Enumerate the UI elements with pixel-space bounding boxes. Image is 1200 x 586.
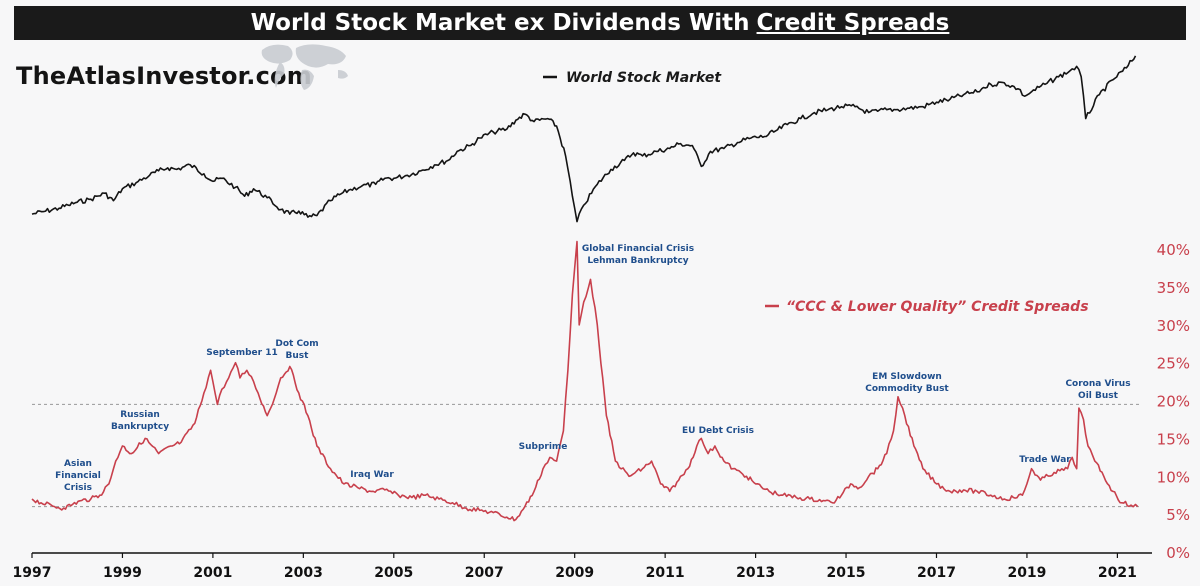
annotation-line: Asian (64, 459, 92, 469)
annotations: Asian Financial Crisis Russian Bankruptcy Sep… (55, 244, 1130, 493)
annotation-line: Oil Bust (1078, 391, 1119, 401)
annotation-3: Dot Com Bust (275, 339, 318, 361)
x-axis: 1997 1999 2001 2003 2005 2007 2009 2011 2013 2015… (13, 552, 1152, 581)
title-underlined: Credit Spreads (756, 10, 950, 36)
x-tick-label-1999: 1999 (103, 565, 142, 581)
title-main: World Stock Market ex Dividends With (250, 10, 750, 36)
annotation-line: Bankruptcy (111, 422, 169, 432)
annotation-0: Asian Financial Crisis (55, 459, 101, 493)
series-line-credit-spreads (31, 240, 1139, 522)
x-tick-label-2007: 2007 (465, 565, 504, 581)
x-tick-label-2019: 2019 (1007, 565, 1046, 581)
x-tick-label-2013: 2013 (736, 565, 775, 581)
y-tick-label-0: 0% (1166, 544, 1190, 562)
x-tick-label-2001: 2001 (193, 565, 232, 581)
legend-label-stock: World Stock Market (566, 70, 722, 86)
annotation-line: Trade War (1019, 455, 1071, 465)
annotation-line: Lehman Bankruptcy (587, 256, 688, 266)
y-tick-label-25: 25% (1157, 355, 1190, 373)
x-tick-label-2005: 2005 (374, 565, 413, 581)
annotation-line: EM Slowdown (872, 372, 942, 382)
legend-label-spreads: “CCC & Lower Quality” Credit Spreads (786, 299, 1089, 315)
annotation-6: Global Financial Crisis Lehman Bankruptcy (582, 244, 694, 266)
y-tick-label-20: 20% (1157, 393, 1190, 411)
annotation-1: Russian Bankruptcy (111, 410, 169, 432)
y-tick-label-30: 30% (1157, 317, 1190, 335)
annotation-line: Financial (55, 471, 101, 481)
x-tick-label-2003: 2003 (284, 565, 323, 581)
x-tick-label-2009: 2009 (555, 565, 594, 581)
y-tick-label-10: 10% (1157, 468, 1190, 486)
annotation-8: EM Slowdown Commodity Bust (865, 372, 949, 394)
x-tick-label-2017: 2017 (917, 565, 956, 581)
annotation-7: EU Debt Crisis (682, 426, 754, 436)
world-map-icon (261, 44, 348, 90)
annotation-line: Global Financial Crisis (582, 244, 694, 254)
x-tick-label-1997: 1997 (13, 565, 52, 581)
gridlines (32, 403, 1140, 508)
annotation-line: EU Debt Crisis (682, 426, 754, 436)
y-tick-label-40: 40% (1157, 241, 1190, 259)
brand-logo-text: TheAtlasInvestor.com (16, 62, 312, 90)
annotation-line: Russian (120, 410, 160, 420)
title-bar: World Stock Market ex Dividends With Cre… (14, 6, 1186, 40)
annotation-4: Iraq War (350, 470, 394, 480)
x-tick-label-2011: 2011 (646, 565, 685, 581)
annotation-line: Subprime (519, 442, 568, 452)
x-tick-label-2021: 2021 (1098, 565, 1137, 581)
annotation-line: Corona Virus (1065, 379, 1130, 389)
x-tick-label-2015: 2015 (827, 565, 866, 581)
y-tick-label-15: 15% (1157, 430, 1190, 448)
y-tick-label-35: 35% (1157, 279, 1190, 297)
annotation-line: Dot Com (275, 339, 318, 349)
series-line-world-stock-market (31, 55, 1137, 223)
y-tick-label-5: 5% (1166, 506, 1190, 524)
annotation-line: Crisis (64, 483, 92, 493)
annotation-5: Subprime (519, 442, 568, 452)
annotation-line: September 11 (206, 348, 277, 358)
series-lines (31, 55, 1139, 522)
right-y-axis: 0% 5% 10% 15% 20% 25% 30% 35% 40% (1157, 241, 1190, 562)
annotation-line: Bust (286, 351, 310, 361)
annotation-2: September 11 (206, 348, 277, 358)
annotation-line: Commodity Bust (865, 384, 949, 394)
legend: World Stock Market “CCC & Lower Quality” … (543, 70, 1089, 315)
annotation-line: Iraq War (350, 470, 394, 480)
annotation-10: Corona Virus Oil Bust (1065, 379, 1130, 401)
annotation-9: Trade War (1019, 455, 1071, 465)
